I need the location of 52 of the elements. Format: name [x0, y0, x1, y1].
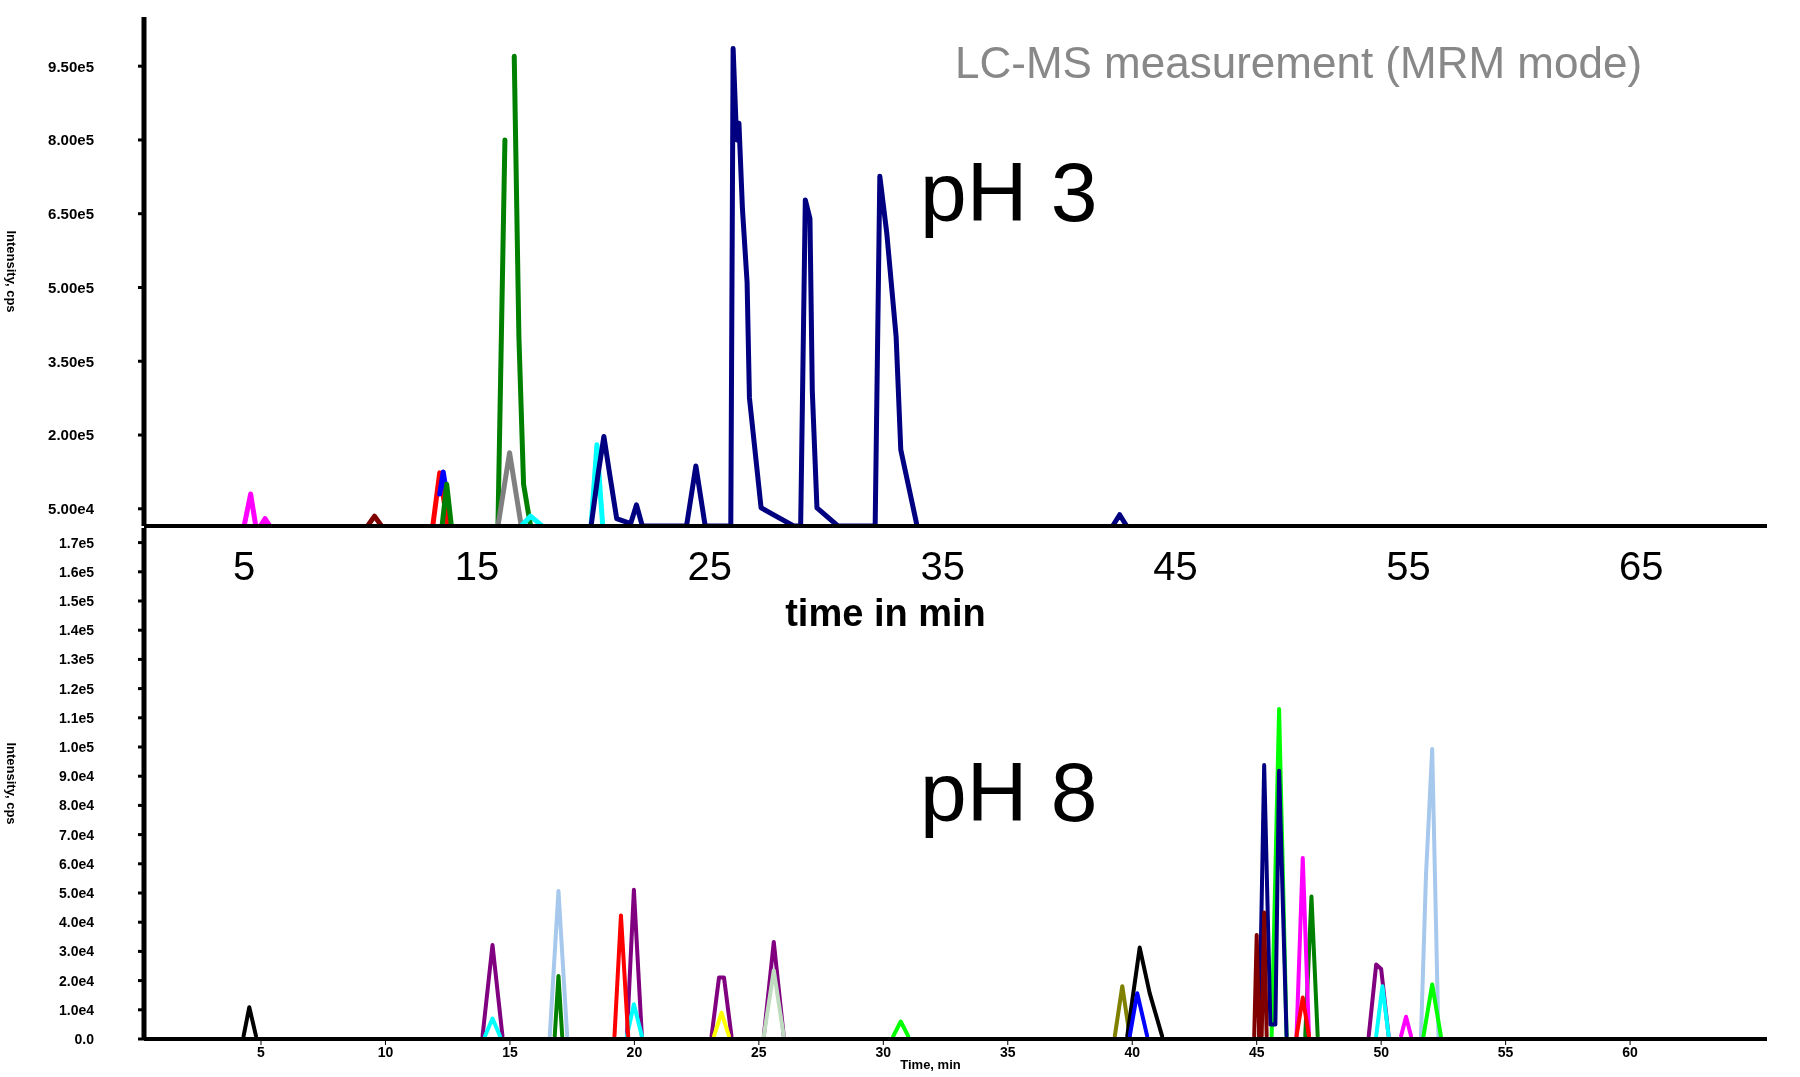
y-tick-label: 9.0e4	[58, 768, 95, 785]
y-tick-label: 5.00e5	[48, 278, 94, 296]
y-tick-label: 0.0	[74, 1030, 95, 1047]
x-tick-label: 65	[1619, 544, 1664, 589]
y-tick-label: 1.0e5	[58, 738, 95, 755]
y-tick-label: 9.50e5	[48, 57, 94, 75]
y-tick-label: 2.0e4	[58, 972, 95, 989]
x-tick-label: 35	[920, 544, 965, 589]
x-axis-title: Time, min	[900, 1057, 961, 1072]
y-tick-label: 1.3e5	[58, 651, 95, 668]
x-tick-label: 15	[502, 1043, 518, 1060]
y-tick-label: 4.0e4	[58, 914, 95, 931]
x-tick-label: 30	[875, 1043, 892, 1060]
y-tick-label: 1.1e5	[58, 709, 95, 726]
y-axis-title: Intensity, cps	[4, 230, 20, 313]
x-tick-label: 45	[1248, 1043, 1265, 1060]
y-tick-label: 3.50e5	[48, 352, 94, 370]
y-tick-label: 1.5e5	[58, 592, 95, 609]
y-tick-label: 6.0e4	[58, 855, 95, 872]
x-tick-label: 25	[687, 544, 733, 589]
line-series	[1257, 763, 1289, 1039]
x-tick-label: 25	[751, 1043, 767, 1060]
y-tick-label: 5.00e4	[48, 500, 95, 518]
x-tick-label: 55	[1497, 1043, 1514, 1060]
annotation: pH 8	[920, 745, 1098, 839]
x-tick-label: 20	[626, 1043, 643, 1060]
y-tick-label: 1.2e5	[58, 680, 95, 697]
x-tick-label: 10	[377, 1043, 394, 1060]
y-tick-label: 1.7e5	[58, 534, 95, 551]
x-tick-label: 40	[1124, 1043, 1141, 1060]
y-tick-label: 1.6e5	[58, 563, 95, 580]
y-tick-label: 1.0e4	[58, 1001, 95, 1018]
x-tick-label: 35	[999, 1043, 1016, 1060]
x-tick-label: 60	[1622, 1043, 1639, 1060]
y-axis-title: Intensity, cps	[4, 742, 20, 825]
y-tick-label: 7.0e4	[58, 826, 95, 843]
y-tick-label: 8.00e5	[48, 131, 94, 149]
x-tick-label: 45	[1153, 544, 1198, 589]
x-axis-title: time in min	[785, 592, 986, 634]
y-tick-label: 5.0e4	[58, 884, 95, 901]
x-tick-label: 5	[233, 544, 256, 589]
x-tick-label: 5	[257, 1043, 266, 1060]
y-tick-label: 1.4e5	[58, 622, 95, 639]
x-tick-label: 50	[1373, 1043, 1390, 1060]
x-tick-label: 15	[454, 544, 500, 589]
text: LC-MS measurement (MRM mode)	[955, 38, 1643, 88]
y-tick-label: 8.0e4	[58, 797, 95, 814]
annotation: pH 3	[920, 145, 1098, 239]
y-tick-label: 3.0e4	[58, 943, 95, 960]
y-tick-label: 6.50e5	[48, 205, 94, 223]
y-tick-label: 2.00e5	[48, 426, 94, 444]
x-tick-label: 55	[1386, 544, 1431, 589]
